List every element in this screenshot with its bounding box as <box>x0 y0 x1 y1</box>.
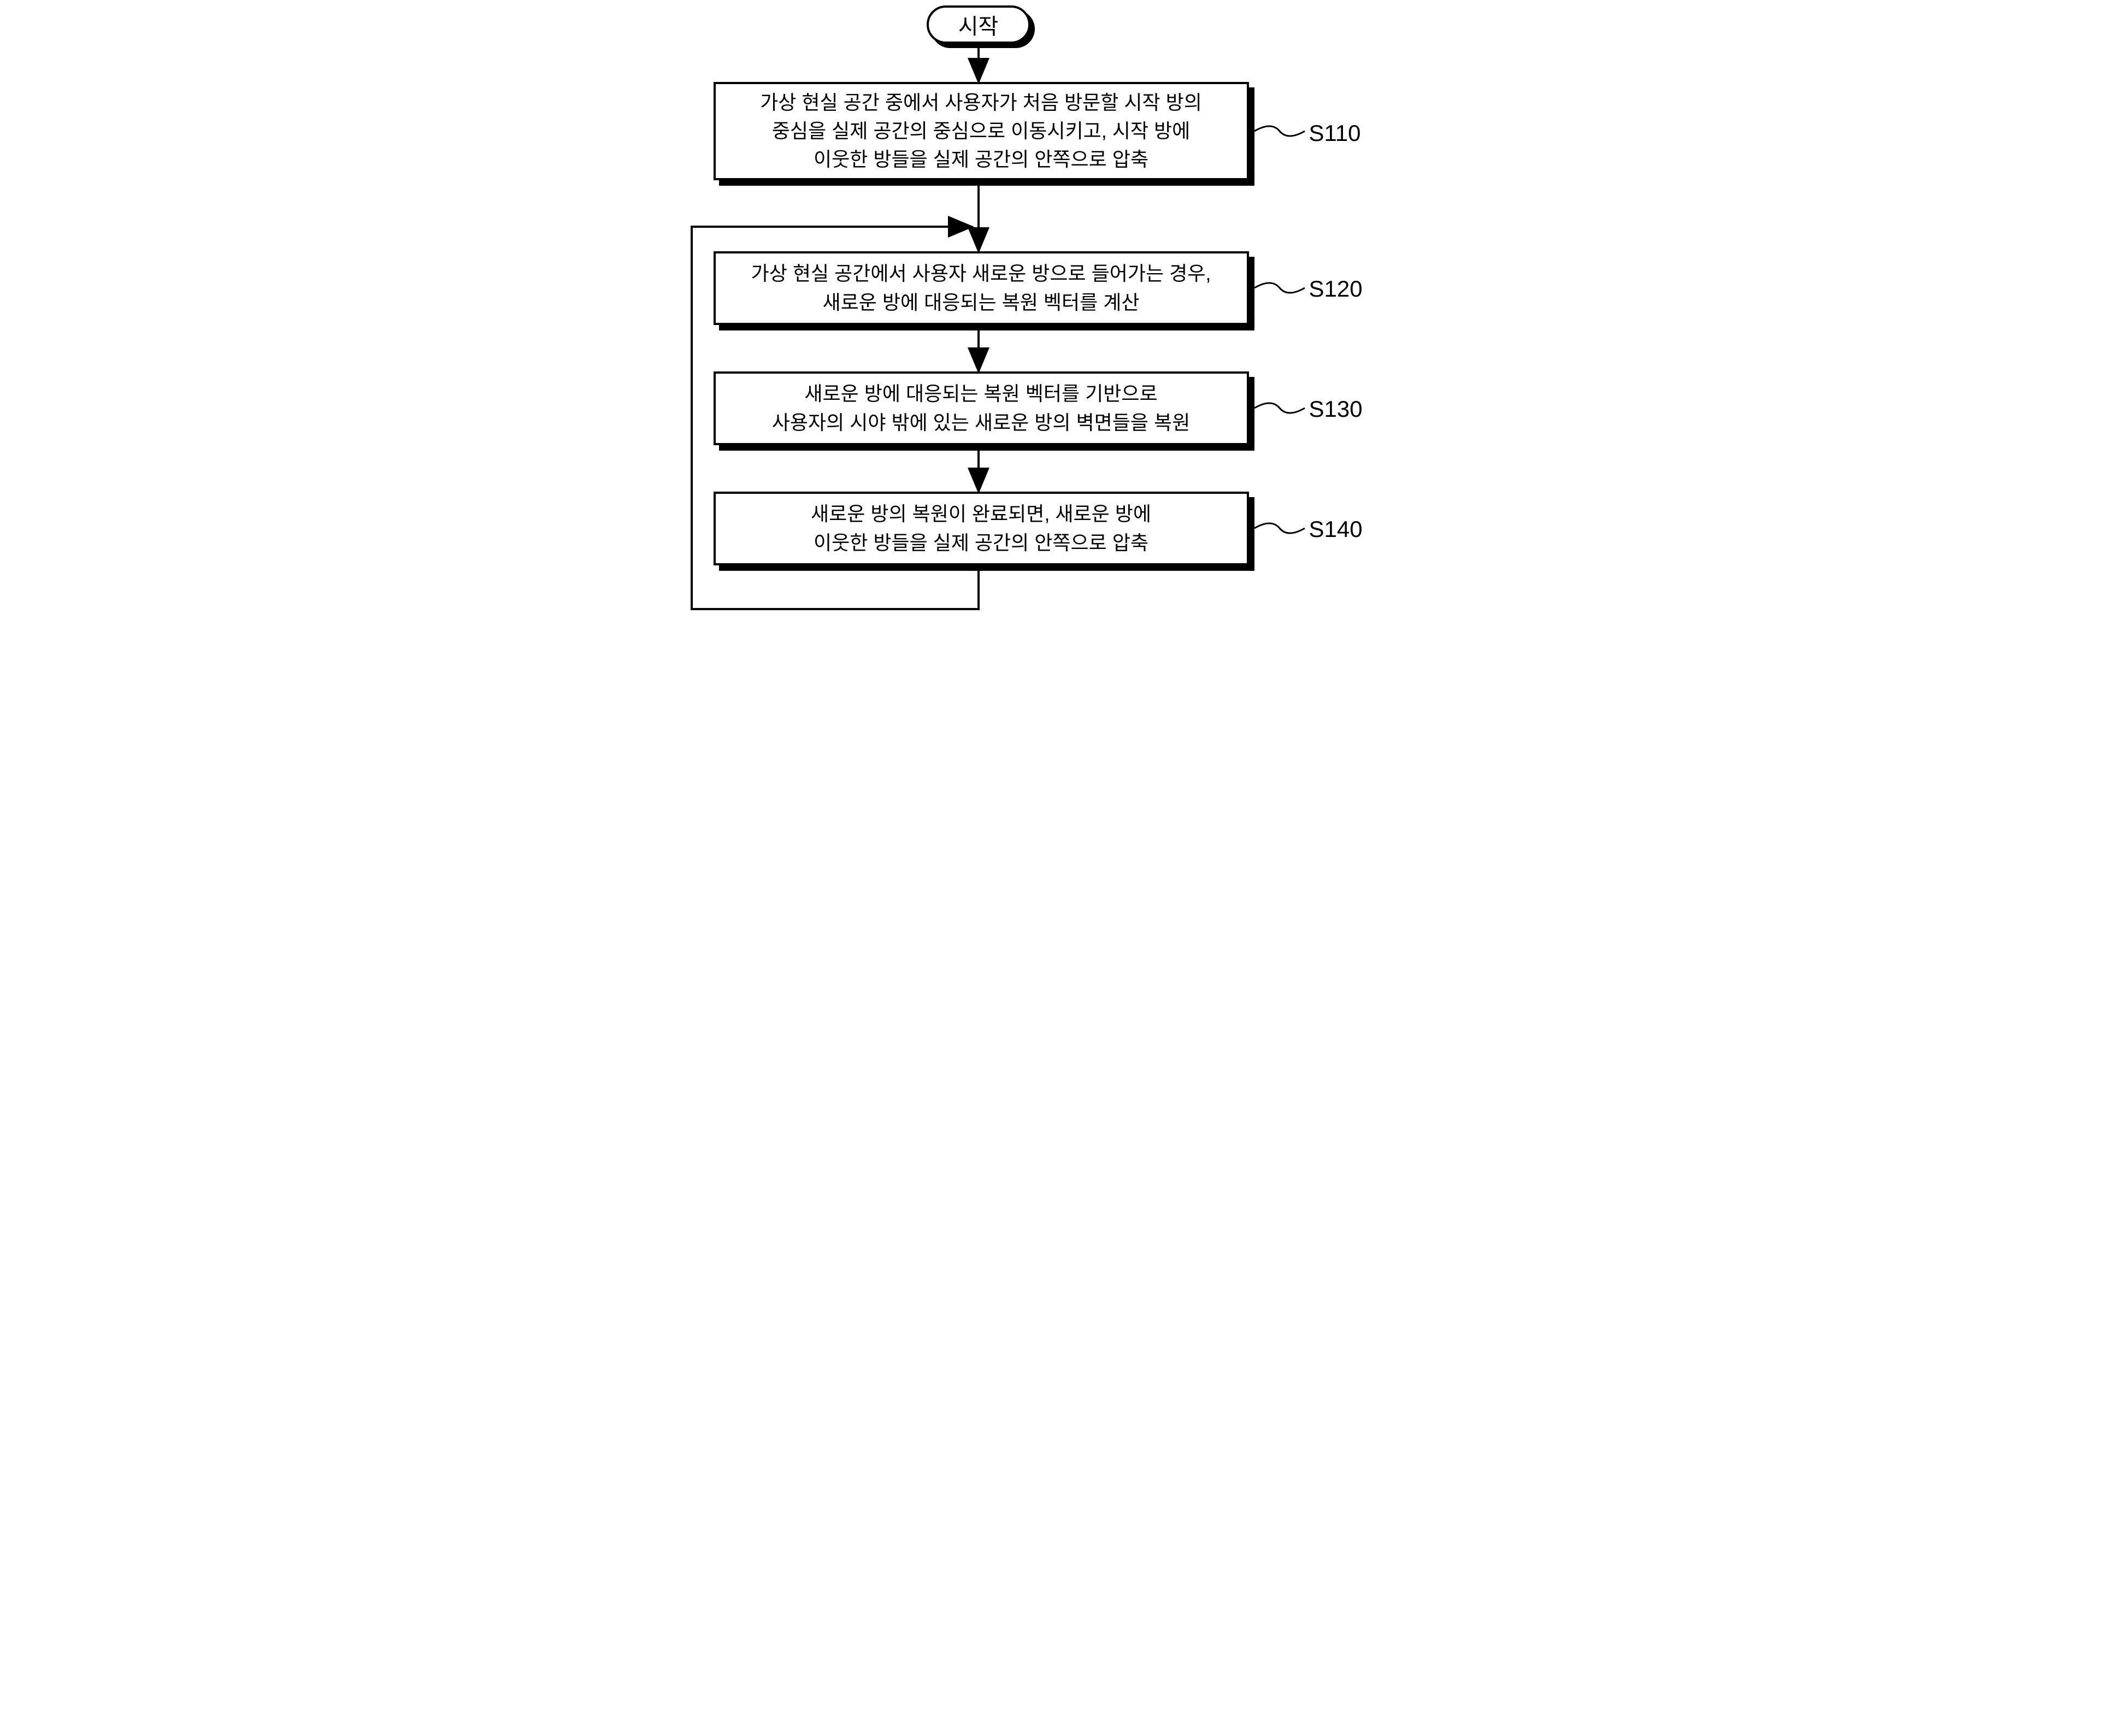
process-box-s140: 새로운 방의 복원이 완료되면, 새로운 방에 이웃한 방들을 실제 공간의 안… <box>714 492 1249 565</box>
start-label: 시작 <box>958 9 999 40</box>
step-label-s140: S140 <box>1309 516 1363 542</box>
flowchart-canvas: 시작가상 현실 공간 중에서 사용자가 처음 방문할 시작 방의 중심을 실제 … <box>675 0 1440 628</box>
process-text: 가상 현실 공간 중에서 사용자가 처음 방문할 시작 방의 중심을 실제 공간… <box>760 88 1202 174</box>
process-box-s120: 가상 현실 공간에서 사용자 새로운 방으로 들어가는 경우, 새로운 방에 대… <box>714 251 1249 325</box>
process-box-s130: 새로운 방에 대응되는 복원 벡터를 기반으로 사용자의 시야 밖에 있는 새로… <box>714 371 1249 445</box>
step-label-s120: S120 <box>1309 276 1363 302</box>
step-label-s110: S110 <box>1309 120 1361 146</box>
process-text: 새로운 방에 대응되는 복원 벡터를 기반으로 사용자의 시야 밖에 있는 새로… <box>772 380 1191 436</box>
process-text: 새로운 방의 복원이 완료되면, 새로운 방에 이웃한 방들을 실제 공간의 안… <box>811 500 1151 557</box>
step-label-s130: S130 <box>1309 396 1363 422</box>
start-terminator: 시작 <box>927 5 1030 44</box>
process-text: 가상 현실 공간에서 사용자 새로운 방으로 들어가는 경우, 새로운 방에 대… <box>751 259 1211 316</box>
process-box-s110: 가상 현실 공간 중에서 사용자가 처음 방문할 시작 방의 중심을 실제 공간… <box>714 82 1249 180</box>
